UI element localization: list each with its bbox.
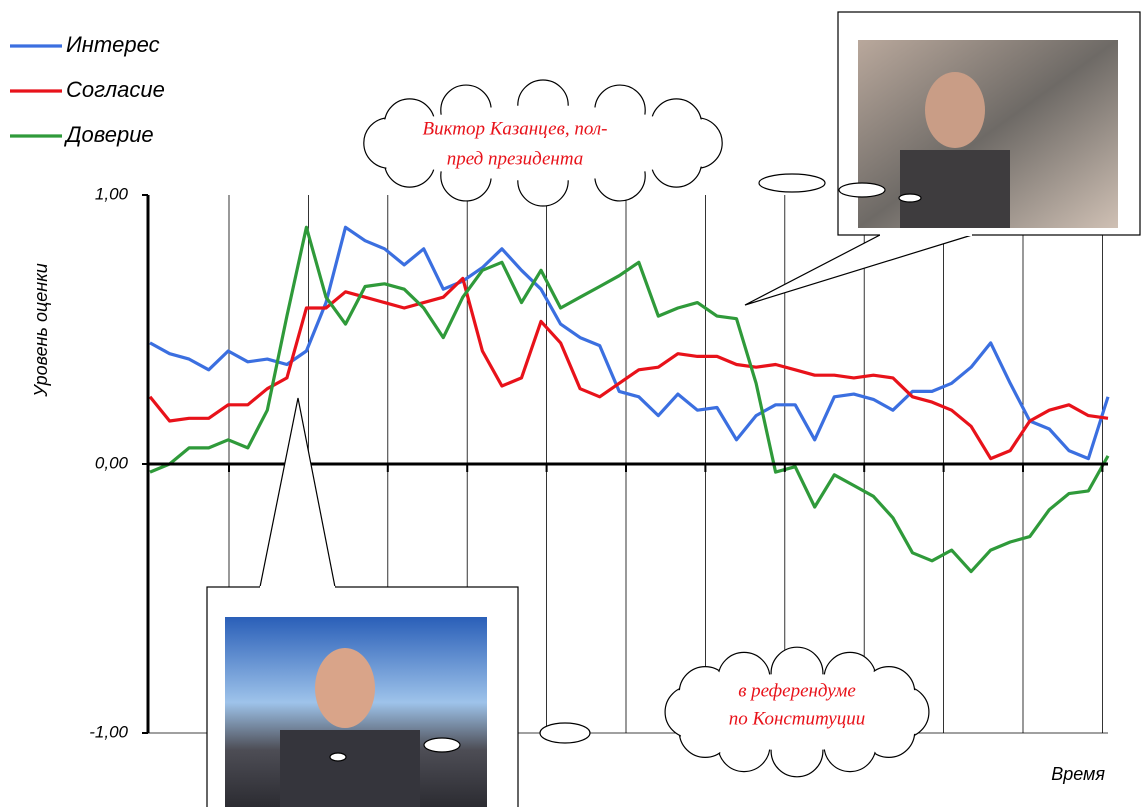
clouds: Виктор Казанцев, пол-пред президента в ре… <box>329 79 930 778</box>
y-tick-label: 0,00 <box>95 453 129 472</box>
x-axis-label: Время <box>1051 764 1105 784</box>
cloud-puff <box>898 193 922 203</box>
photo-suit <box>900 150 1010 228</box>
photo-face <box>315 648 375 728</box>
callout-pointer <box>259 397 336 588</box>
cloud-puff <box>838 182 886 198</box>
annotation: по Конституции <box>729 708 865 729</box>
photo-suit <box>280 730 420 807</box>
series-line <box>149 225 1110 574</box>
annotation: в референдуме <box>738 680 856 701</box>
cloud-puff <box>329 752 347 762</box>
photo-face <box>925 72 985 148</box>
y-tick-label: 1,00 <box>95 184 129 203</box>
cloud-core <box>691 673 903 751</box>
series-line <box>149 225 1110 461</box>
cloud-puff <box>423 737 461 753</box>
annotation: Виктор Казанцев, пол- <box>423 118 608 139</box>
annotation: пред президента <box>447 148 584 169</box>
series-line <box>148 276 1109 461</box>
legend-label: Доверие <box>63 122 154 147</box>
y-axis-label: Уровень оценки <box>31 263 51 397</box>
cloud-core <box>389 105 697 181</box>
y-tick-label: -1,00 <box>89 722 128 741</box>
cloud-puff <box>539 722 591 744</box>
lines <box>148 225 1110 574</box>
legend: Интерес Согласие Доверие <box>10 32 165 147</box>
callout-pointer <box>744 234 973 306</box>
legend-label: Интерес <box>66 32 160 57</box>
legend-label: Согласие <box>66 77 165 102</box>
cloud-puff <box>758 173 826 193</box>
